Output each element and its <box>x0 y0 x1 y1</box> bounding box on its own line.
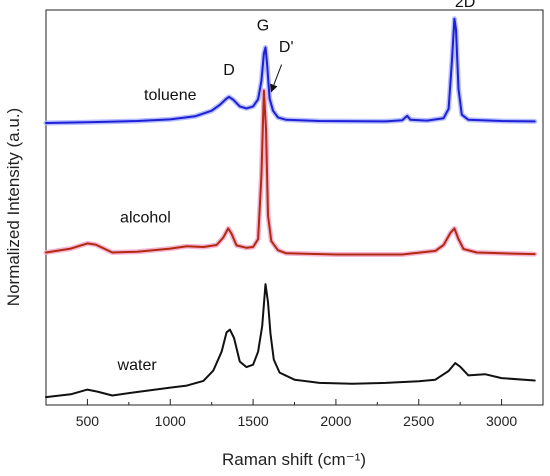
x-tick-label: 2500 <box>403 413 434 429</box>
peak-arrow <box>270 64 283 93</box>
peak-label: D' <box>279 39 294 56</box>
y-axis-title: Normalized Intensity (a.u.) <box>4 108 23 306</box>
x-ticks: 500 1000 1500 2000 2500 3000 <box>45 399 544 429</box>
x-axis-title: Raman shift (cm⁻¹) <box>222 450 366 469</box>
plot-frame <box>45 9 544 406</box>
x-tick-label: 500 <box>76 413 100 429</box>
peak-label: D <box>223 62 235 79</box>
series-label-water: water <box>117 357 158 374</box>
series-label-toluene: toluene <box>144 87 197 104</box>
series-label-alcohol: alcohol <box>120 210 171 227</box>
series-group <box>43 16 538 399</box>
x-tick-label: 1000 <box>155 413 186 429</box>
series-line-water <box>45 283 536 399</box>
series-line-alcohol <box>45 89 536 256</box>
peak-label: 2D <box>455 0 475 11</box>
x-tick-label: 3000 <box>486 413 517 429</box>
series-line-toluene <box>45 17 536 124</box>
annotations: toluene alcohol water D G D' 2D <box>117 0 476 374</box>
peak-label: G <box>257 18 269 35</box>
x-tick-label: 2000 <box>320 413 351 429</box>
x-tick-label: 1500 <box>238 413 269 429</box>
